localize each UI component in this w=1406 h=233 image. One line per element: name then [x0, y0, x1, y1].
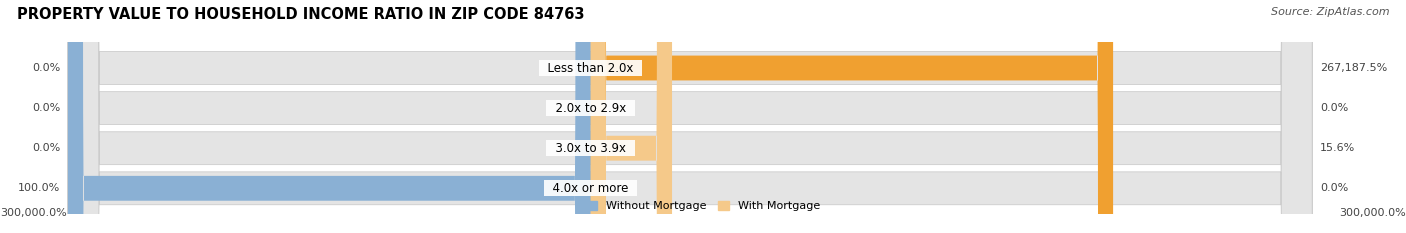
Text: 0.0%: 0.0% [1320, 183, 1348, 193]
Text: 3.0x to 3.9x: 3.0x to 3.9x [548, 142, 633, 155]
FancyBboxPatch shape [67, 0, 1312, 233]
FancyBboxPatch shape [67, 0, 1312, 233]
Text: Less than 2.0x: Less than 2.0x [540, 62, 641, 75]
Text: 267,187.5%: 267,187.5% [1320, 63, 1388, 73]
Text: 100.0%: 100.0% [18, 183, 60, 193]
Legend: Without Mortgage, With Mortgage: Without Mortgage, With Mortgage [582, 196, 824, 216]
Text: PROPERTY VALUE TO HOUSEHOLD INCOME RATIO IN ZIP CODE 84763: PROPERTY VALUE TO HOUSEHOLD INCOME RATIO… [17, 7, 585, 22]
Text: 4.0x or more: 4.0x or more [546, 182, 636, 195]
Text: 0.0%: 0.0% [32, 143, 60, 153]
FancyBboxPatch shape [67, 0, 1312, 233]
Text: 0.0%: 0.0% [32, 63, 60, 73]
Text: 0.0%: 0.0% [1320, 103, 1348, 113]
Text: 15.6%: 15.6% [1320, 143, 1355, 153]
FancyBboxPatch shape [591, 0, 1114, 233]
Text: Source: ZipAtlas.com: Source: ZipAtlas.com [1271, 7, 1389, 17]
Text: 0.0%: 0.0% [32, 103, 60, 113]
FancyBboxPatch shape [67, 0, 1312, 233]
FancyBboxPatch shape [591, 0, 672, 233]
Text: 2.0x to 2.9x: 2.0x to 2.9x [548, 102, 633, 115]
Text: 300,000.0%: 300,000.0% [0, 208, 66, 218]
FancyBboxPatch shape [67, 0, 591, 233]
Text: 300,000.0%: 300,000.0% [1340, 208, 1406, 218]
